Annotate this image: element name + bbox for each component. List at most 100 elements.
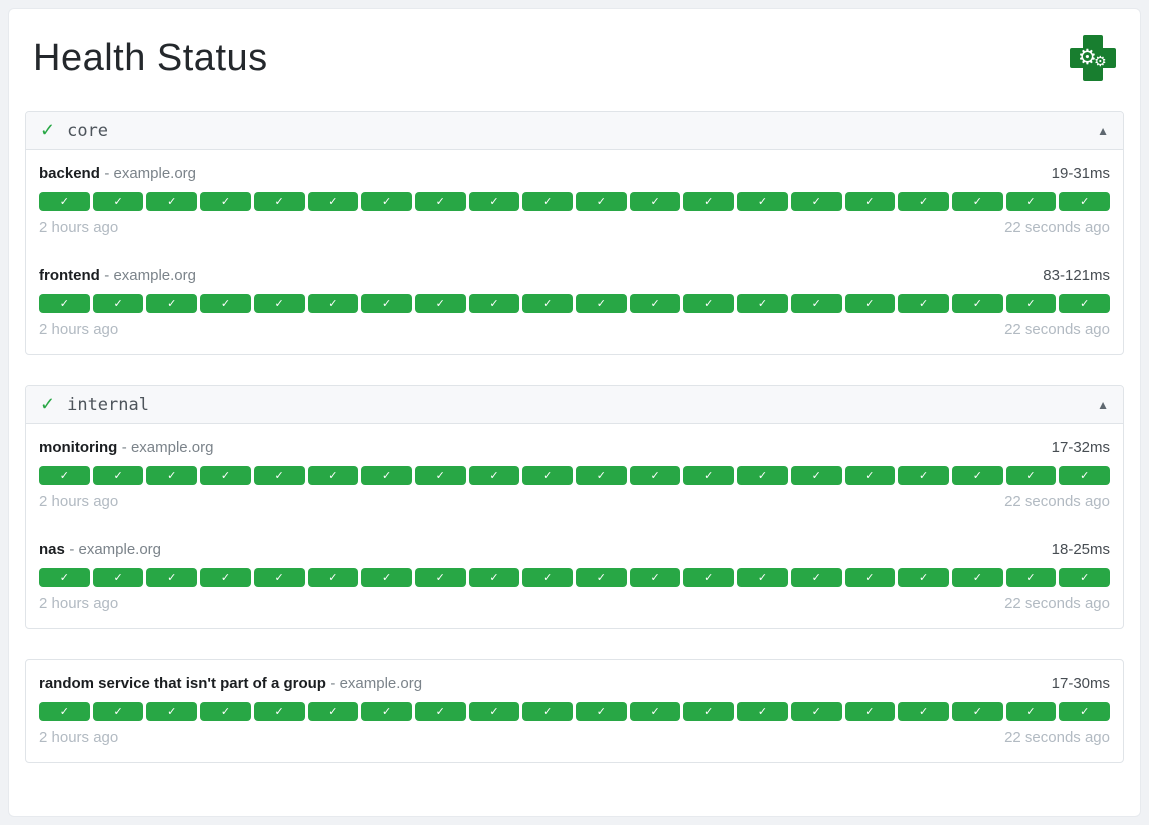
- health-check-block[interactable]: ✓: [39, 294, 90, 313]
- health-check-block[interactable]: ✓: [683, 568, 735, 587]
- health-check-block[interactable]: ✓: [39, 568, 90, 587]
- health-check-block[interactable]: ✓: [146, 466, 198, 485]
- health-check-block[interactable]: ✓: [414, 702, 466, 721]
- health-check-block[interactable]: ✓: [683, 294, 735, 313]
- group-header[interactable]: ✓ internal ▲: [26, 386, 1123, 424]
- health-check-block[interactable]: ✓: [146, 192, 198, 211]
- health-check-block[interactable]: ✓: [361, 702, 412, 721]
- health-check-block[interactable]: ✓: [737, 294, 788, 313]
- health-check-block[interactable]: ✓: [737, 702, 788, 721]
- health-check-block[interactable]: ✓: [951, 568, 1003, 587]
- health-check-block[interactable]: ✓: [737, 568, 788, 587]
- health-check-block[interactable]: ✓: [307, 568, 359, 587]
- health-check-block[interactable]: ✓: [414, 466, 466, 485]
- health-check-block[interactable]: ✓: [576, 192, 627, 211]
- health-check-block[interactable]: ✓: [1059, 568, 1111, 587]
- health-check-block[interactable]: ✓: [683, 192, 735, 211]
- health-check-block[interactable]: ✓: [92, 192, 144, 211]
- health-check-block[interactable]: ✓: [414, 568, 466, 587]
- health-check-block[interactable]: ✓: [1005, 702, 1057, 721]
- health-check-block[interactable]: ✓: [1059, 466, 1111, 485]
- health-check-block[interactable]: ✓: [414, 294, 466, 313]
- health-check-block[interactable]: ✓: [522, 702, 574, 721]
- health-check-block[interactable]: ✓: [200, 702, 251, 721]
- health-check-block[interactable]: ✓: [1005, 192, 1057, 211]
- health-check-block[interactable]: ✓: [1005, 294, 1057, 313]
- health-check-block[interactable]: ✓: [790, 192, 842, 211]
- health-check-block[interactable]: ✓: [1059, 702, 1111, 721]
- health-check-block[interactable]: ✓: [790, 294, 842, 313]
- health-check-block[interactable]: ✓: [790, 568, 842, 587]
- health-check-block[interactable]: ✓: [92, 294, 144, 313]
- health-check-block[interactable]: ✓: [629, 466, 681, 485]
- health-check-block[interactable]: ✓: [844, 702, 896, 721]
- health-check-block[interactable]: ✓: [253, 192, 305, 211]
- health-check-block[interactable]: ✓: [468, 466, 520, 485]
- health-check-block[interactable]: ✓: [468, 568, 520, 587]
- health-check-block[interactable]: ✓: [629, 192, 681, 211]
- health-check-block[interactable]: ✓: [307, 192, 359, 211]
- health-check-block[interactable]: ✓: [522, 466, 574, 485]
- health-check-block[interactable]: ✓: [790, 702, 842, 721]
- health-check-block[interactable]: ✓: [683, 702, 735, 721]
- health-check-block[interactable]: ✓: [522, 294, 574, 313]
- health-check-block[interactable]: ✓: [951, 702, 1003, 721]
- health-check-block[interactable]: ✓: [468, 294, 520, 313]
- health-check-block[interactable]: ✓: [200, 192, 251, 211]
- health-check-block[interactable]: ✓: [951, 466, 1003, 485]
- health-check-block[interactable]: ✓: [200, 294, 251, 313]
- health-check-block[interactable]: ✓: [629, 294, 681, 313]
- health-check-block[interactable]: ✓: [253, 294, 305, 313]
- health-check-block[interactable]: ✓: [951, 294, 1003, 313]
- health-check-block[interactable]: ✓: [92, 466, 144, 485]
- health-check-block[interactable]: ✓: [200, 466, 251, 485]
- health-check-block[interactable]: ✓: [253, 466, 305, 485]
- health-check-block[interactable]: ✓: [414, 192, 466, 211]
- health-check-block[interactable]: ✓: [146, 294, 198, 313]
- health-check-block[interactable]: ✓: [1005, 466, 1057, 485]
- health-check-block[interactable]: ✓: [1059, 294, 1111, 313]
- health-check-block[interactable]: ✓: [92, 568, 144, 587]
- health-check-block[interactable]: ✓: [39, 702, 90, 721]
- health-check-block[interactable]: ✓: [146, 568, 198, 587]
- health-check-block[interactable]: ✓: [92, 702, 144, 721]
- health-check-block[interactable]: ✓: [844, 568, 896, 587]
- health-check-block[interactable]: ✓: [146, 702, 198, 721]
- health-check-block[interactable]: ✓: [361, 466, 412, 485]
- collapse-triangle-icon[interactable]: ▲: [1097, 397, 1109, 412]
- health-check-block[interactable]: ✓: [737, 466, 788, 485]
- health-check-block[interactable]: ✓: [576, 466, 627, 485]
- health-check-block[interactable]: ✓: [576, 568, 627, 587]
- health-check-block[interactable]: ✓: [844, 192, 896, 211]
- health-check-block[interactable]: ✓: [522, 568, 574, 587]
- health-check-block[interactable]: ✓: [737, 192, 788, 211]
- health-check-block[interactable]: ✓: [1059, 192, 1111, 211]
- health-check-block[interactable]: ✓: [576, 702, 627, 721]
- collapse-triangle-icon[interactable]: ▲: [1097, 123, 1109, 138]
- health-check-block[interactable]: ✓: [629, 702, 681, 721]
- health-check-block[interactable]: ✓: [253, 702, 305, 721]
- health-check-block[interactable]: ✓: [39, 466, 90, 485]
- health-check-block[interactable]: ✓: [576, 294, 627, 313]
- health-check-block[interactable]: ✓: [522, 192, 574, 211]
- health-check-block[interactable]: ✓: [307, 466, 359, 485]
- health-check-block[interactable]: ✓: [39, 192, 90, 211]
- health-check-block[interactable]: ✓: [307, 294, 359, 313]
- health-check-block[interactable]: ✓: [361, 192, 412, 211]
- health-check-block[interactable]: ✓: [898, 294, 949, 313]
- health-check-block[interactable]: ✓: [468, 702, 520, 721]
- group-header[interactable]: ✓ core ▲: [26, 112, 1123, 150]
- health-check-block[interactable]: ✓: [307, 702, 359, 721]
- health-check-block[interactable]: ✓: [898, 702, 949, 721]
- health-check-block[interactable]: ✓: [683, 466, 735, 485]
- health-check-block[interactable]: ✓: [1005, 568, 1057, 587]
- health-check-block[interactable]: ✓: [951, 192, 1003, 211]
- health-check-block[interactable]: ✓: [844, 466, 896, 485]
- health-check-block[interactable]: ✓: [629, 568, 681, 587]
- health-check-block[interactable]: ✓: [361, 568, 412, 587]
- health-check-block[interactable]: ✓: [898, 466, 949, 485]
- health-check-block[interactable]: ✓: [844, 294, 896, 313]
- health-check-block[interactable]: ✓: [898, 568, 949, 587]
- health-check-block[interactable]: ✓: [468, 192, 520, 211]
- health-check-block[interactable]: ✓: [200, 568, 251, 587]
